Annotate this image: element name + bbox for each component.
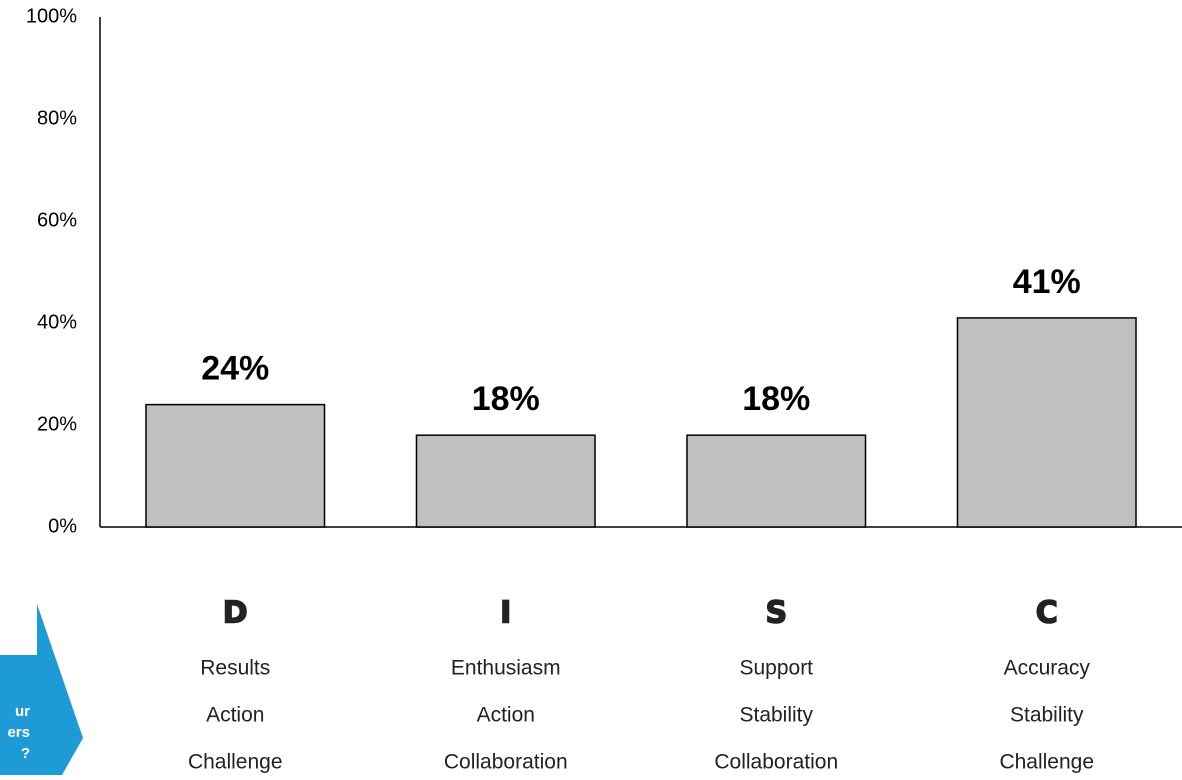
- annotation: ur: [15, 703, 30, 720]
- descriptor: Action: [206, 704, 264, 727]
- descriptor: Support: [739, 657, 813, 680]
- bar: [956, 317, 1137, 528]
- descriptor: Action: [477, 704, 535, 727]
- category-label: D: [223, 596, 248, 631]
- value-label: 18%: [742, 380, 810, 418]
- y-tick-label: 40%: [37, 311, 77, 333]
- descriptor: Results: [200, 657, 270, 680]
- bar: [415, 434, 596, 528]
- y-tick-label: 60%: [37, 209, 77, 231]
- annotation: ?: [21, 745, 30, 762]
- descriptor: Challenge: [188, 751, 283, 774]
- value-label: 41%: [1013, 263, 1081, 301]
- value-label: 18%: [472, 380, 540, 418]
- category-label: S: [765, 596, 787, 631]
- value-label: 24%: [201, 350, 269, 388]
- descriptor: Enthusiasm: [451, 657, 561, 680]
- annotation: ers: [7, 724, 30, 741]
- y-tick-label: 20%: [37, 413, 77, 435]
- y-tick-label: 0%: [48, 515, 77, 537]
- descriptor: Accuracy: [1004, 657, 1091, 680]
- category-label: I: [500, 596, 511, 631]
- y-tick-label: 100%: [26, 5, 77, 27]
- bar: [145, 403, 326, 528]
- descriptor: Stability: [739, 704, 813, 727]
- descriptor: Collaboration: [444, 751, 568, 774]
- bar: [686, 434, 867, 528]
- descriptor: Stability: [1010, 704, 1084, 727]
- category-label: C: [1036, 596, 1058, 631]
- arrow-callout: [0, 604, 83, 775]
- descriptor: Collaboration: [714, 751, 838, 774]
- descriptor: Challenge: [999, 751, 1094, 774]
- y-tick-label: 80%: [37, 107, 77, 129]
